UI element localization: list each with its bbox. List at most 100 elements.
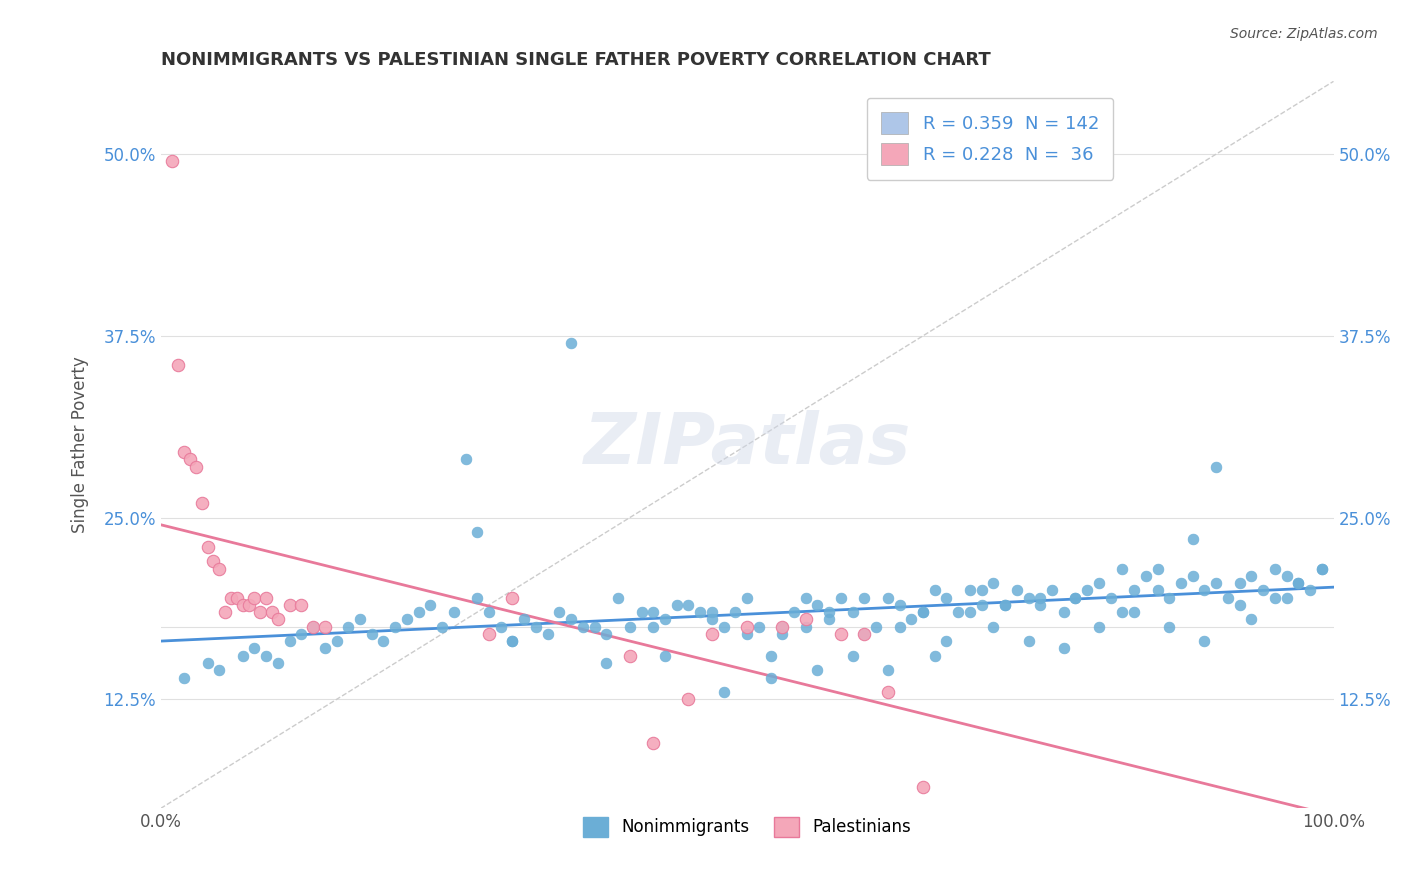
Point bbox=[1205, 459, 1227, 474]
Point bbox=[794, 620, 817, 634]
Point bbox=[238, 598, 260, 612]
Point bbox=[267, 612, 290, 626]
Point bbox=[643, 605, 665, 619]
Point bbox=[1310, 561, 1333, 575]
Point bbox=[595, 656, 617, 670]
Point bbox=[935, 591, 957, 605]
Point bbox=[225, 591, 247, 605]
Point bbox=[214, 605, 236, 619]
Point bbox=[654, 612, 676, 626]
Point bbox=[197, 656, 219, 670]
Y-axis label: Single Father Poverty: Single Father Poverty bbox=[72, 357, 89, 533]
Point bbox=[911, 605, 934, 619]
Point bbox=[900, 612, 922, 626]
Point bbox=[1159, 620, 1181, 634]
Point bbox=[290, 598, 312, 612]
Point bbox=[454, 452, 477, 467]
Point bbox=[713, 685, 735, 699]
Legend: Nonimmigrants, Palestinians: Nonimmigrants, Palestinians bbox=[576, 810, 918, 844]
Point bbox=[1310, 561, 1333, 575]
Point bbox=[572, 620, 595, 634]
Point bbox=[959, 605, 981, 619]
Point bbox=[1159, 591, 1181, 605]
Point bbox=[924, 648, 946, 663]
Point bbox=[818, 612, 841, 626]
Point bbox=[173, 445, 195, 459]
Point bbox=[232, 598, 254, 612]
Point bbox=[197, 540, 219, 554]
Point bbox=[501, 591, 523, 605]
Point bbox=[735, 627, 758, 641]
Point bbox=[1076, 583, 1098, 598]
Point bbox=[794, 591, 817, 605]
Point bbox=[489, 620, 512, 634]
Point bbox=[841, 605, 863, 619]
Point bbox=[853, 627, 876, 641]
Point bbox=[619, 648, 641, 663]
Point bbox=[173, 671, 195, 685]
Point bbox=[911, 605, 934, 619]
Point bbox=[184, 459, 207, 474]
Point bbox=[548, 605, 571, 619]
Point bbox=[970, 598, 993, 612]
Point bbox=[1251, 583, 1274, 598]
Point bbox=[783, 605, 806, 619]
Point bbox=[946, 605, 969, 619]
Point bbox=[249, 605, 271, 619]
Point bbox=[1286, 576, 1309, 591]
Point bbox=[524, 620, 547, 634]
Point bbox=[314, 641, 336, 656]
Point bbox=[1299, 583, 1322, 598]
Point bbox=[243, 591, 266, 605]
Point bbox=[583, 620, 606, 634]
Point bbox=[700, 605, 723, 619]
Point bbox=[830, 591, 852, 605]
Point bbox=[607, 591, 630, 605]
Point bbox=[911, 780, 934, 794]
Point bbox=[1229, 598, 1251, 612]
Point bbox=[465, 591, 488, 605]
Point bbox=[994, 598, 1017, 612]
Point bbox=[678, 598, 700, 612]
Point bbox=[373, 634, 395, 648]
Point bbox=[700, 612, 723, 626]
Point bbox=[278, 598, 301, 612]
Point bbox=[841, 648, 863, 663]
Point bbox=[478, 627, 501, 641]
Point bbox=[501, 634, 523, 648]
Point bbox=[219, 591, 242, 605]
Point bbox=[770, 620, 793, 634]
Point bbox=[889, 598, 911, 612]
Point bbox=[302, 620, 325, 634]
Point bbox=[735, 591, 758, 605]
Point bbox=[1264, 561, 1286, 575]
Point bbox=[243, 641, 266, 656]
Point bbox=[325, 634, 347, 648]
Point bbox=[1275, 591, 1298, 605]
Point bbox=[1146, 561, 1168, 575]
Point bbox=[735, 620, 758, 634]
Point bbox=[1229, 576, 1251, 591]
Text: Source: ZipAtlas.com: Source: ZipAtlas.com bbox=[1230, 27, 1378, 41]
Point bbox=[818, 605, 841, 619]
Point bbox=[254, 591, 277, 605]
Point bbox=[501, 634, 523, 648]
Point bbox=[1040, 583, 1063, 598]
Point bbox=[713, 620, 735, 634]
Point bbox=[1170, 576, 1192, 591]
Point bbox=[278, 634, 301, 648]
Point bbox=[513, 612, 536, 626]
Point bbox=[384, 620, 406, 634]
Point bbox=[759, 671, 782, 685]
Text: ZIPatlas: ZIPatlas bbox=[583, 410, 911, 479]
Point bbox=[1064, 591, 1087, 605]
Point bbox=[1135, 568, 1157, 582]
Point bbox=[202, 554, 225, 568]
Point bbox=[643, 736, 665, 750]
Point bbox=[360, 627, 382, 641]
Point bbox=[700, 627, 723, 641]
Point bbox=[1240, 568, 1263, 582]
Point bbox=[889, 620, 911, 634]
Point bbox=[643, 620, 665, 634]
Point bbox=[1205, 576, 1227, 591]
